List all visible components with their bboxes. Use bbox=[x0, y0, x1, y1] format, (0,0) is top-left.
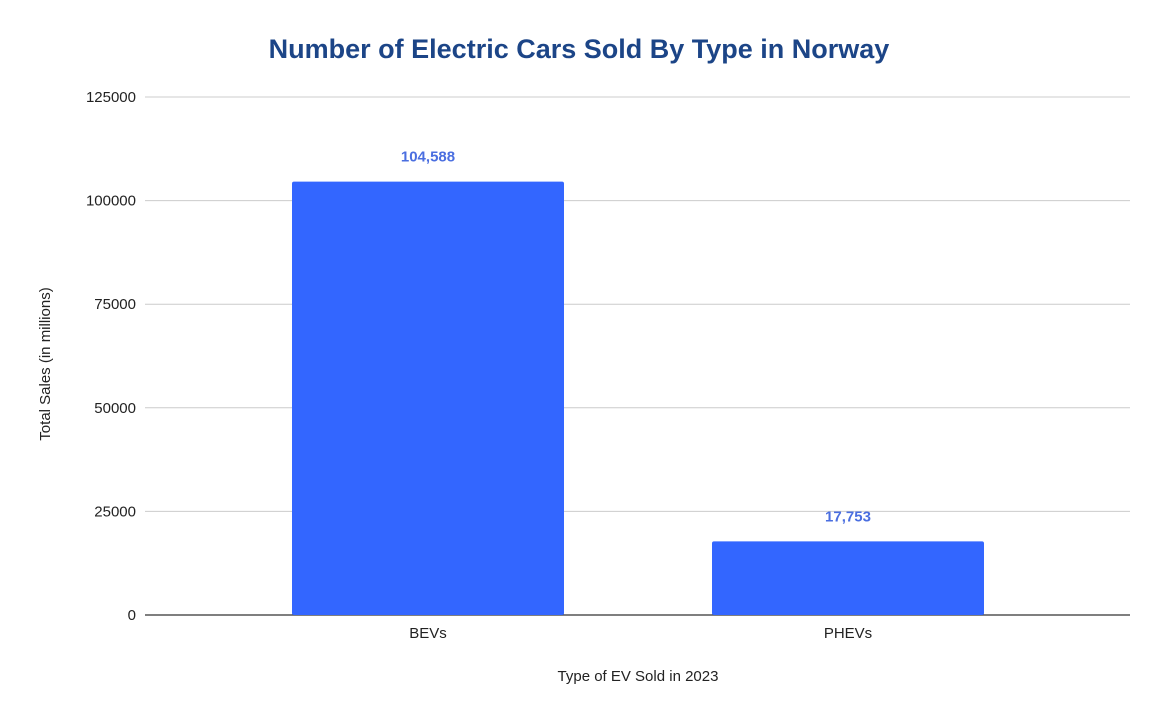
data-label: 17,753 bbox=[825, 508, 871, 525]
y-tick-label: 25000 bbox=[94, 503, 136, 520]
chart-title: Number of Electric Cars Sold By Type in … bbox=[269, 34, 890, 64]
x-axis-label: Type of EV Sold in 2023 bbox=[558, 668, 719, 685]
x-tick-label: PHEVs bbox=[824, 625, 872, 642]
y-tick-label: 125000 bbox=[86, 89, 136, 106]
x-tick-label: BEVs bbox=[409, 625, 447, 642]
bar-phevs bbox=[712, 541, 984, 615]
bar-bevs bbox=[292, 181, 564, 615]
y-axis-label: Total Sales (in millions) bbox=[37, 287, 54, 440]
y-tick-label: 50000 bbox=[94, 400, 136, 417]
y-tick-label: 75000 bbox=[94, 296, 136, 313]
data-label: 104,588 bbox=[401, 149, 455, 166]
y-tick-label: 0 bbox=[128, 607, 136, 624]
y-tick-label: 100000 bbox=[86, 193, 136, 210]
